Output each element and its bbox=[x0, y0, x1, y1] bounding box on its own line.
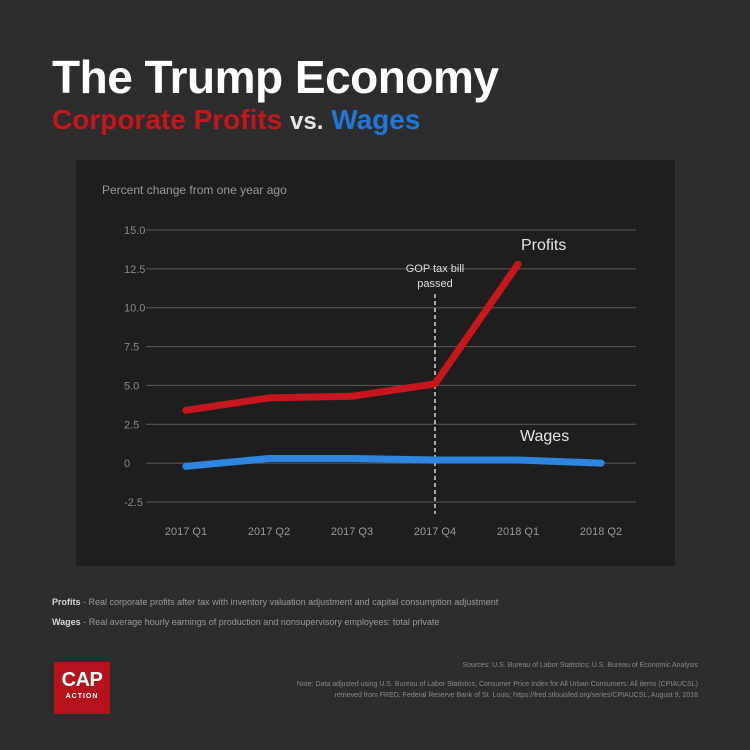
y-tick-label: 2.5 bbox=[124, 419, 139, 431]
sources-line-2: Note: Data adjusted using U.S. Bureau of… bbox=[296, 681, 698, 688]
data-point-wages bbox=[348, 454, 356, 462]
y-tick-label: 7.5 bbox=[124, 342, 139, 354]
series-label-profits: Profits bbox=[521, 237, 566, 254]
data-point-wages bbox=[182, 462, 190, 470]
note-wages-label: Wages bbox=[52, 617, 81, 627]
chart-notes: Profits - Real corporate profits after t… bbox=[52, 592, 712, 632]
cap-action-logo: CAP ACTION bbox=[54, 662, 110, 714]
y-tick-label: 12.5 bbox=[124, 264, 145, 276]
series-line-wages bbox=[182, 455, 605, 470]
x-tick-label: 2018 Q2 bbox=[580, 526, 622, 538]
data-point-wages bbox=[597, 459, 605, 467]
data-point-wages bbox=[265, 454, 273, 462]
note-profits-label: Profits bbox=[52, 597, 81, 607]
annotation-label-line2: passed bbox=[417, 278, 452, 290]
line-chart: Percent change from one year ago 15.0 12.5… bbox=[102, 183, 636, 538]
series-label-wages: Wages bbox=[520, 428, 569, 445]
data-point-profits bbox=[182, 406, 190, 414]
data-point-wages bbox=[431, 456, 439, 464]
annotation-label-line1: GOP tax bill bbox=[406, 263, 465, 275]
y-tick-label: 15.0 bbox=[124, 225, 145, 237]
data-point-wages bbox=[514, 456, 522, 464]
data-point-profits bbox=[514, 260, 522, 268]
y-axis-label: Percent change from one year ago bbox=[102, 183, 287, 197]
sources-line-1: Sources: U.S. Bureau of Labor Statistics… bbox=[462, 662, 698, 669]
series-line-profits bbox=[182, 260, 522, 414]
note-profits: Profits - Real corporate profits after t… bbox=[52, 592, 712, 612]
page-subtitle: Corporate Profits vs. Wages bbox=[52, 104, 420, 136]
subtitle-vs: vs. bbox=[290, 108, 324, 135]
x-tick-label: 2017 Q3 bbox=[331, 526, 373, 538]
sources-block: Sources: U.S. Bureau of Labor Statistics… bbox=[138, 660, 698, 701]
y-tick-label: -2.5 bbox=[124, 497, 143, 509]
x-tick-label: 2017 Q2 bbox=[248, 526, 290, 538]
note-wages: Wages - Real average hourly earnings of … bbox=[52, 612, 712, 632]
sources-line-3: retrieved from FRED, Federal Reserve Ban… bbox=[334, 692, 698, 699]
chart-panel: Percent change from one year ago 15.0 12.5… bbox=[76, 160, 675, 566]
logo-subtext: ACTION bbox=[65, 693, 99, 700]
y-tick-label: 0 bbox=[124, 458, 130, 470]
subtitle-wages: Wages bbox=[331, 104, 421, 135]
x-tick-label: 2017 Q4 bbox=[414, 526, 456, 538]
y-tick-label: 5.0 bbox=[124, 380, 139, 392]
data-point-profits bbox=[431, 380, 439, 388]
note-wages-text: - Real average hourly earnings of produc… bbox=[83, 617, 440, 627]
y-tick-label: 10.0 bbox=[124, 303, 145, 315]
logo-text: CAP bbox=[61, 669, 103, 691]
x-tick-label: 2018 Q1 bbox=[497, 526, 539, 538]
data-point-profits bbox=[348, 392, 356, 400]
x-tick-label: 2017 Q1 bbox=[165, 526, 207, 538]
subtitle-profits: Corporate Profits bbox=[52, 104, 283, 135]
data-point-profits bbox=[265, 394, 273, 402]
note-profits-text: - Real corporate profits after tax with … bbox=[83, 597, 499, 607]
page-title: The Trump Economy bbox=[52, 51, 499, 103]
